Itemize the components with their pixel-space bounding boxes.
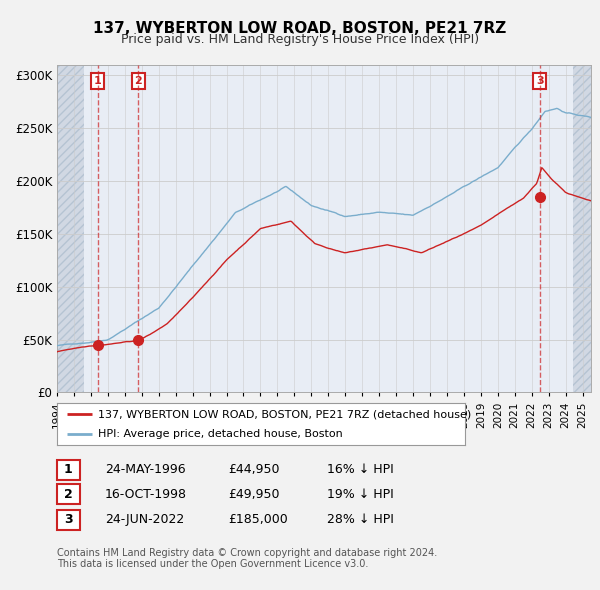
Text: 24-MAY-1996: 24-MAY-1996 [105, 463, 185, 476]
Text: 16-OCT-1998: 16-OCT-1998 [105, 488, 187, 501]
Text: 28% ↓ HPI: 28% ↓ HPI [327, 513, 394, 526]
Text: 137, WYBERTON LOW ROAD, BOSTON, PE21 7RZ: 137, WYBERTON LOW ROAD, BOSTON, PE21 7RZ [94, 21, 506, 35]
Text: Contains HM Land Registry data © Crown copyright and database right 2024.
This d: Contains HM Land Registry data © Crown c… [57, 548, 437, 569]
Text: 1: 1 [94, 76, 101, 86]
Text: 19% ↓ HPI: 19% ↓ HPI [327, 488, 394, 501]
Text: 2: 2 [64, 488, 73, 501]
Text: £49,950: £49,950 [228, 488, 280, 501]
Text: 16% ↓ HPI: 16% ↓ HPI [327, 463, 394, 476]
Text: 24-JUN-2022: 24-JUN-2022 [105, 513, 184, 526]
Text: Price paid vs. HM Land Registry's House Price Index (HPI): Price paid vs. HM Land Registry's House … [121, 33, 479, 46]
Text: HPI: Average price, detached house, Boston: HPI: Average price, detached house, Bost… [98, 429, 343, 439]
Text: 137, WYBERTON LOW ROAD, BOSTON, PE21 7RZ (detached house): 137, WYBERTON LOW ROAD, BOSTON, PE21 7RZ… [98, 409, 471, 419]
Text: 3: 3 [64, 513, 73, 526]
Text: £185,000: £185,000 [228, 513, 288, 526]
Bar [572, 65, 591, 392]
Text: 3: 3 [536, 76, 544, 86]
Bar [57, 65, 84, 392]
Text: £44,950: £44,950 [228, 463, 280, 476]
Text: 2: 2 [134, 76, 142, 86]
Text: 1: 1 [64, 463, 73, 476]
